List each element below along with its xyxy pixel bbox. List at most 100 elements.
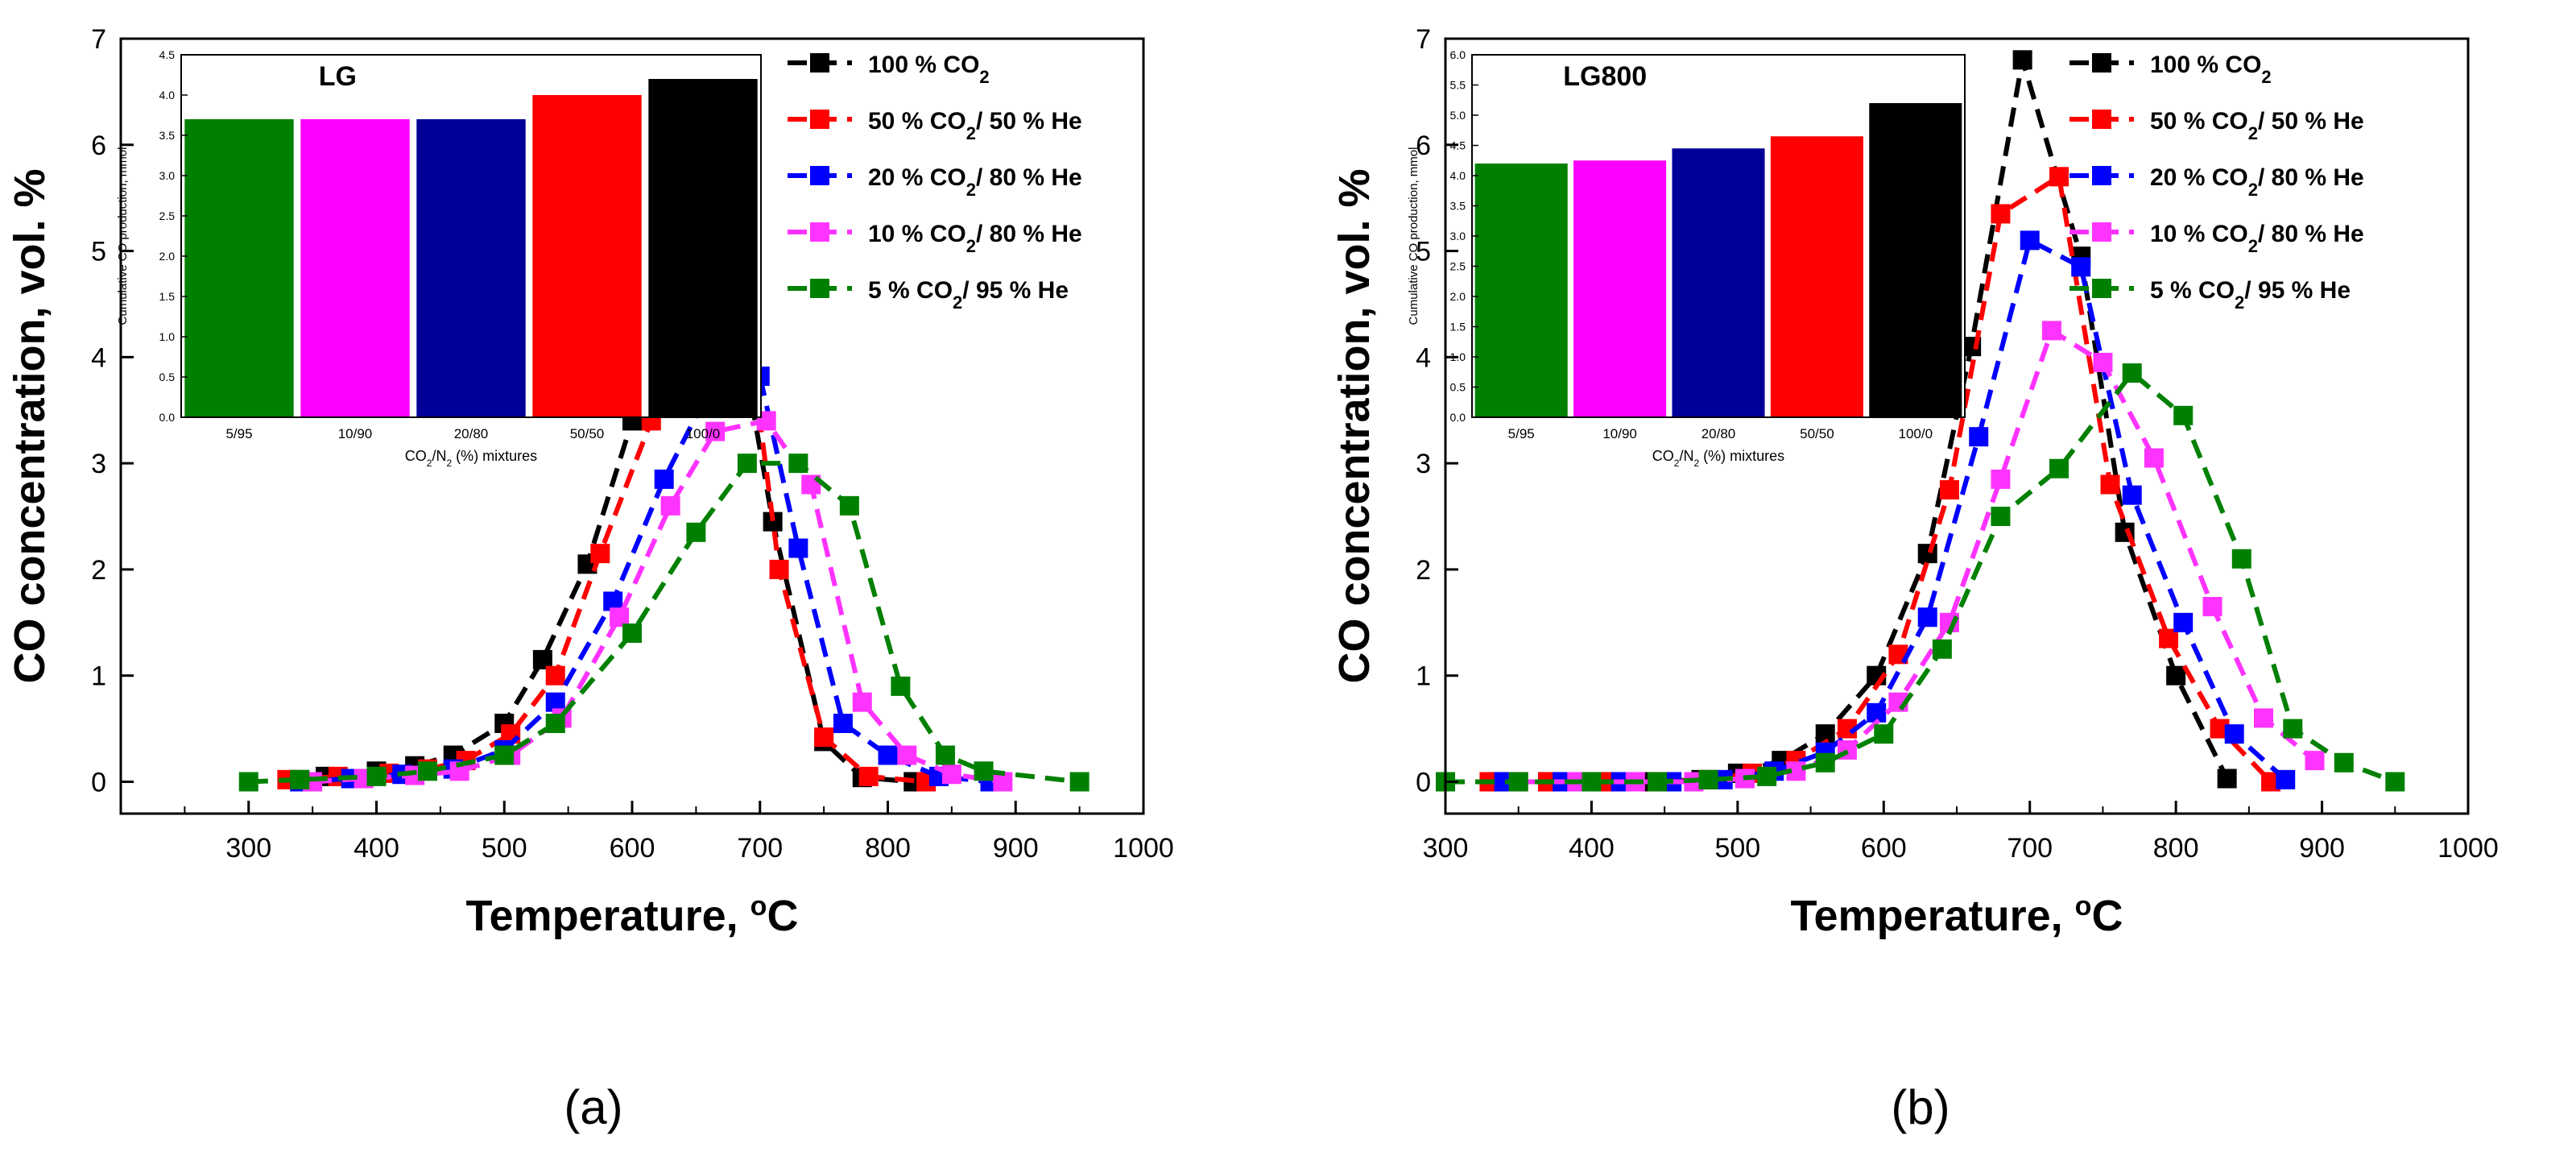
data-point-s3-10 (2041, 321, 2061, 341)
x-tick-label: 800 (865, 833, 911, 864)
data-point-s2-9 (1969, 427, 1989, 447)
x-tick-label: 1000 (2437, 833, 2499, 864)
data-point-s3-7 (660, 495, 680, 516)
panel-b-line-chart: 300 400 500 600 700 800 900 1000 0 1 2 3 4 5 6 7 Tempera… (1330, 24, 2499, 1134)
series-line-3 (312, 418, 1003, 785)
y-tick-label: 6 (91, 130, 106, 161)
data-point-s3-13 (2202, 597, 2222, 617)
y-tick-label: 4 (91, 342, 106, 373)
legend-swatch-marker-4 (810, 279, 829, 298)
inset-y-tick-label: 3.5 (159, 129, 176, 142)
legend-entry-3: 10 % CO2/ 80 % He (2150, 221, 2364, 256)
inset-x-tick-label: 100/0 (1899, 426, 1933, 441)
data-point-s3-9 (1991, 469, 2011, 489)
inset-bar-2 (416, 119, 526, 417)
inset-bar-0 (1474, 164, 1568, 417)
data-point-s2-7 (1867, 702, 1887, 723)
inset-x-tick-label: 20/80 (1701, 426, 1736, 441)
data-point-s4-2 (1582, 772, 1602, 792)
legend-entry-0: 100 % CO2 (868, 52, 990, 87)
inset-y-tick-label: 1.5 (159, 290, 176, 303)
series-line-3 (1518, 328, 2317, 785)
data-point-s4-8 (737, 454, 757, 474)
inset-y-tick-label: 2.5 (159, 209, 176, 222)
legend-swatch-marker-0 (810, 53, 829, 72)
data-point-s2-12 (2122, 485, 2142, 505)
x-tick-label: 900 (2299, 833, 2345, 864)
series-line-4 (248, 461, 1080, 785)
y-axis-title: CO concentration, vol. % (1330, 168, 1379, 683)
data-point-s4-11 (2122, 363, 2142, 383)
data-point-s2-12 (878, 745, 898, 765)
data-point-s2-11 (2071, 257, 2091, 277)
inset-frame-overlay (1471, 54, 1966, 418)
data-point-s4-6 (622, 623, 642, 643)
data-point-s1-7 (590, 544, 610, 564)
x-axis-title: Temperature, oC (466, 891, 799, 940)
inset-x-axis-title: CO2/N2 (%) mixtures (405, 448, 537, 469)
inset-x-tick-label: 50/50 (570, 426, 605, 441)
x-tick-label: 600 (1861, 833, 1907, 864)
data-point-s2-8 (1917, 607, 1937, 628)
x-tick-label: 300 (225, 833, 271, 864)
data-point-s1-9 (1939, 480, 1959, 500)
inset-y-tick-label: 0.0 (1450, 411, 1466, 424)
data-point-s4-9 (788, 454, 808, 474)
inset-frame-overlay (180, 54, 762, 418)
data-point-s4-12 (2173, 405, 2194, 425)
inset-x-tick-label: 20/80 (454, 426, 489, 441)
data-point-s0-9 (1917, 544, 1937, 564)
inset-y-tick-label: 4.0 (159, 89, 176, 102)
data-point-s3-11 (852, 692, 872, 712)
data-point-s1-13 (858, 766, 879, 786)
inset-y-axis-title: Cumulative CO production, mmol (116, 147, 130, 325)
inset-bar-2 (1672, 148, 1765, 417)
data-point-s3-13 (941, 764, 961, 785)
inset-y-tick-label: 4.5 (159, 48, 176, 61)
inset-title: LG (319, 61, 357, 92)
inset-y-tick-label: 0.5 (1450, 381, 1466, 394)
inset-y-tick-label: 3.0 (159, 169, 176, 182)
data-point-s4-13 (2231, 549, 2251, 569)
panel-label: (a) (564, 1080, 622, 1134)
inset-y-tick-label: 2.0 (1450, 290, 1466, 303)
data-point-s4-14 (1069, 772, 1090, 792)
inset-y-tick-label: 1.0 (159, 330, 176, 343)
data-point-s4-12 (935, 745, 955, 765)
data-point-s3-11 (2093, 352, 2113, 372)
data-point-s3-8 (705, 421, 726, 441)
y-tick-label: 1 (1416, 661, 1431, 692)
y-tick-label: 7 (1416, 24, 1431, 55)
data-point-s4-16 (2385, 772, 2405, 792)
data-point-s0-15 (2217, 768, 2237, 789)
inset-bar-3 (1770, 136, 1863, 417)
inset-bar-chart: 5/95 10/90 20/80 50/50 100/0 0.0 0.5 1.0 1.5 2.0 2… (1407, 48, 1966, 469)
data-point-s2-7 (654, 469, 674, 489)
inset-y-tick-label: 3.5 (1450, 200, 1466, 213)
data-point-s4-7 (1874, 724, 1894, 744)
data-point-s0-14 (2166, 665, 2186, 686)
inset-bar-3 (532, 95, 642, 417)
y-tick-label: 3 (1416, 449, 1431, 479)
inset-y-tick-label: 0.5 (159, 371, 176, 383)
data-point-s4-10 (839, 495, 859, 516)
inset-bar-1 (300, 119, 410, 417)
x-tick-label: 600 (610, 833, 655, 864)
y-tick-label: 1 (91, 661, 106, 692)
y-tick-label: 2 (91, 555, 106, 586)
legend-swatch-marker-2 (810, 166, 829, 185)
data-point-s4-15 (2334, 752, 2354, 773)
inset-y-tick-label: 4.0 (1450, 169, 1466, 182)
inset-y-tick-label: 6.0 (1450, 48, 1466, 61)
legend-swatch-marker-1 (2092, 110, 2111, 129)
inset-y-tick-label: 0.0 (159, 411, 176, 424)
inset-x-tick-label: 10/90 (1602, 426, 1637, 441)
data-point-s4-6 (1815, 752, 1835, 773)
x-tick-label: 900 (993, 833, 1039, 864)
inset-bar-0 (184, 119, 294, 417)
legend-swatch-marker-2 (2092, 166, 2111, 185)
y-tick-label: 6 (1416, 130, 1431, 161)
data-point-s1-12 (814, 727, 834, 748)
data-point-s2-15 (2276, 769, 2296, 789)
y-tick-label: 7 (91, 24, 106, 55)
